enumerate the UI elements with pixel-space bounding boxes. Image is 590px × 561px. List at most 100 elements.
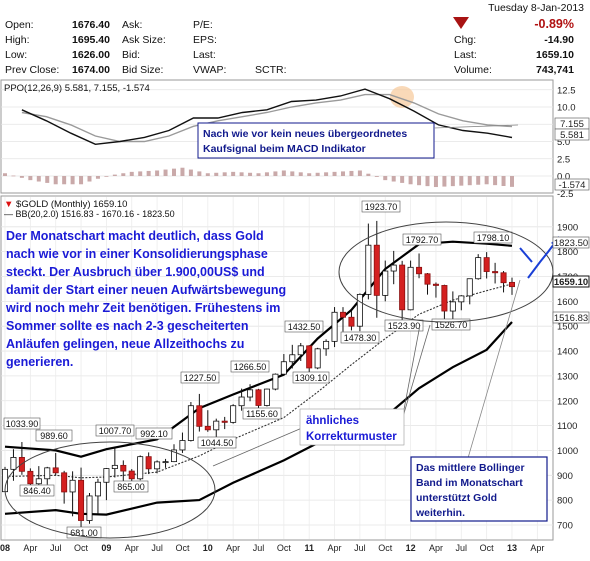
time-tick-label: Jul	[50, 543, 62, 553]
ppo-hist-bar	[239, 172, 244, 176]
ppo-hist-bar	[433, 176, 438, 188]
time-tick-label: Apr	[23, 543, 37, 553]
ppo-hist-bar	[163, 169, 168, 176]
candle-body	[424, 273, 431, 285]
quote-last2-label: Last:	[454, 49, 477, 61]
ppo-hist-bar	[36, 176, 41, 182]
candle-body	[94, 481, 101, 497]
annotation-box	[66, 526, 102, 539]
ppo-hist-bar	[476, 176, 481, 185]
ppo-hist-bar	[231, 171, 236, 176]
ppo-hist-bar	[290, 171, 295, 176]
korrektur-pointer-right	[401, 324, 431, 421]
korrektur-note-line1: ähnliches	[306, 415, 359, 427]
ppo-hist-bar	[138, 171, 143, 176]
ppo-hist-bar	[53, 176, 58, 185]
candle-body	[196, 405, 203, 427]
price-tick-label: 1500	[557, 322, 578, 333]
time-tick-label: Oct	[175, 543, 190, 553]
ppo-panel: 12.510.07.55.02.50.0-2.5 PPO(12,26,9) 5.…	[0, 79, 590, 200]
ppo-hist-bar	[273, 171, 278, 176]
candle-body	[145, 456, 152, 470]
ppo-hist-bar	[442, 176, 447, 187]
price-tick-label: 1900	[557, 222, 578, 233]
candle-body	[44, 467, 51, 480]
commentary-line: Sommer sollte es nach 2-3 gescheiterten	[6, 319, 248, 333]
korrektur-note-line2: Korrekturmuster	[306, 431, 397, 443]
candle-body	[69, 479, 76, 493]
annotation-box	[19, 484, 55, 497]
quote-bidsize-label: Bid Size:	[122, 64, 163, 76]
candle-body	[331, 311, 338, 342]
ppo-hist-bar	[366, 173, 371, 176]
ppo-hist-bar	[87, 176, 92, 182]
ppo-hist-bar	[172, 168, 176, 176]
ppo-tick-label: 12.5	[557, 85, 576, 96]
ppo-hist-bar	[112, 174, 117, 176]
ppo-hist-bar	[493, 176, 498, 186]
quote-high-label: High:	[5, 34, 30, 46]
candle-body	[441, 285, 448, 312]
ppo-hist-bar	[155, 170, 160, 176]
annotation-label: 992.10	[140, 429, 168, 439]
candle-body	[154, 461, 161, 470]
candle-body	[483, 257, 490, 272]
annotation-label: 1798.10	[477, 233, 510, 243]
ppo-hist-bar	[248, 172, 253, 176]
candle-body	[35, 478, 42, 485]
ppo-hist-bar	[129, 171, 134, 176]
candle-body	[230, 405, 237, 423]
quote-date: Tuesday 8-Jan-2013	[488, 2, 584, 14]
candle-body	[466, 278, 473, 297]
candle-body	[382, 270, 389, 296]
candle-body	[137, 456, 144, 480]
ppo-hist-bar	[197, 171, 202, 176]
projection-path-start	[519, 247, 533, 263]
ppo-hist-bar	[332, 171, 337, 176]
candle-body	[339, 311, 346, 318]
ppo-hist-bar	[374, 176, 379, 177]
quote-high-value: 1695.40	[72, 34, 110, 46]
price-legend-bb: — BB(20,2.0) 1516.83 - 1670.16 - 1823.50	[4, 209, 175, 219]
ppo-badge-hist-text: -1.574	[559, 180, 586, 191]
candle-body	[103, 468, 110, 483]
annotation-label: 1792.70	[406, 235, 439, 245]
time-axis: 08 Apr Jul Oct 09 Apr Jul Oct 10 Apr Jul Oct 11 Apr Ju…	[0, 543, 544, 553]
annotation-box	[230, 360, 270, 373]
quote-header: Open: 1676.40 High: 1695.40 Low: 1626.00…	[5, 2, 584, 76]
korrektur-pointer-mid	[401, 324, 421, 421]
commentary-line: Der Monatschart macht deutlich, dass Gol…	[6, 229, 264, 243]
price-tick-label: 700	[557, 521, 573, 532]
candle-body	[27, 470, 34, 485]
korrektur-pointer-left	[212, 427, 303, 467]
candle-body	[508, 281, 515, 288]
annotation-label: 846.40	[23, 486, 51, 496]
candle-body	[162, 461, 169, 464]
ppo-hist-bar	[510, 176, 514, 187]
time-tick-label: 13	[507, 543, 517, 553]
time-tick-label: Oct	[74, 543, 89, 553]
bb-middle-band	[4, 283, 513, 479]
ppo-badge-signal-text: 7.155	[560, 119, 584, 130]
badge-last-price	[552, 275, 590, 288]
time-tick-label: Jul	[354, 543, 366, 553]
annotation-box	[384, 319, 424, 332]
candle-body	[187, 405, 194, 441]
ppo-hist-bar	[281, 170, 286, 176]
price-tick-label: 1800	[557, 247, 578, 258]
bb-note-pointer	[467, 279, 521, 459]
price-legend-symbol: ▼ $GOLD (Monthly) 1659.10	[4, 199, 127, 210]
ppo-hist-bar	[205, 173, 210, 176]
candle-body	[255, 389, 262, 406]
candle-body	[213, 420, 220, 431]
candle-body	[128, 470, 135, 480]
quote-pe-label: P/E:	[193, 19, 213, 31]
ppo-hist-bar	[28, 176, 33, 181]
quote-sctr-label: SCTR:	[255, 64, 287, 76]
ppo-hist-bar	[349, 170, 354, 176]
commentary-line: Anläufen gelingen, neue Allzeithochs zu	[6, 337, 244, 351]
annotation-label: 1155.60	[246, 409, 278, 419]
candle-body	[356, 293, 363, 327]
candle-body	[407, 266, 414, 311]
price-tick-label: 1600	[557, 297, 578, 308]
